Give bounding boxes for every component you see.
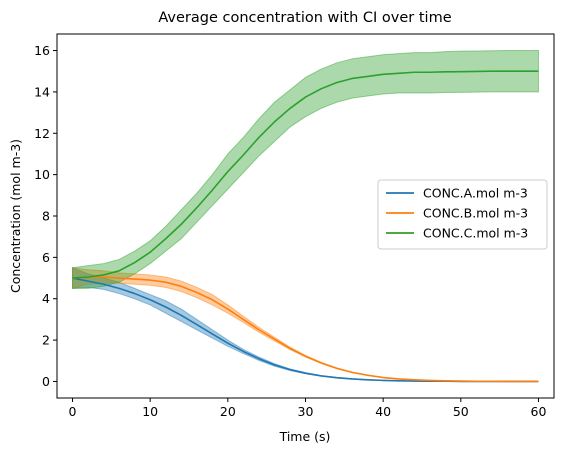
y-axis-ticks: 0 2 4 6 8 10 12 14 16	[34, 43, 57, 389]
x-tick-label: 20	[220, 404, 236, 419]
x-tick-label: 50	[453, 404, 469, 419]
legend-box	[377, 179, 548, 250]
y-tick-label: 0	[42, 374, 50, 389]
y-tick-label: 6	[42, 250, 50, 265]
y-tick-label: 8	[42, 209, 50, 224]
y-tick-label: 2	[42, 333, 50, 348]
ci-band-2	[72, 267, 539, 382]
ci-band-3	[72, 50, 539, 289]
y-tick-label: 4	[42, 291, 50, 306]
series-line-2	[72, 276, 539, 383]
x-tick-label: 40	[375, 404, 391, 419]
x-axis-ticks: 0 10 20 30 40 50 60	[69, 398, 547, 419]
y-axis-label: Concentration (mol m-3)	[8, 139, 23, 293]
y-tick-label: 10	[34, 167, 50, 182]
legend-label-1: CONC.A.mol m-3	[423, 186, 528, 201]
y-tick-label: 12	[34, 126, 50, 141]
legend-label-3: CONC.C.mol m-3	[423, 226, 528, 241]
x-tick-label: 30	[298, 404, 314, 419]
legend-label-2: CONC.B.mol m-3	[423, 206, 528, 221]
chart-title: Average concentration with CI over time	[158, 10, 451, 26]
x-tick-label: 0	[69, 404, 77, 419]
series-lines	[72, 70, 539, 383]
x-tick-label: 10	[142, 404, 158, 419]
x-tick-label: 60	[531, 404, 547, 419]
x-axis-label: Time (s)	[279, 429, 331, 444]
legend: CONC.A.mol m-3 CONC.B.mol m-3 CONC.C.mol m…	[377, 179, 548, 250]
y-tick-label: 14	[34, 84, 50, 99]
series-line-3	[72, 70, 539, 279]
y-tick-label: 16	[34, 43, 50, 58]
